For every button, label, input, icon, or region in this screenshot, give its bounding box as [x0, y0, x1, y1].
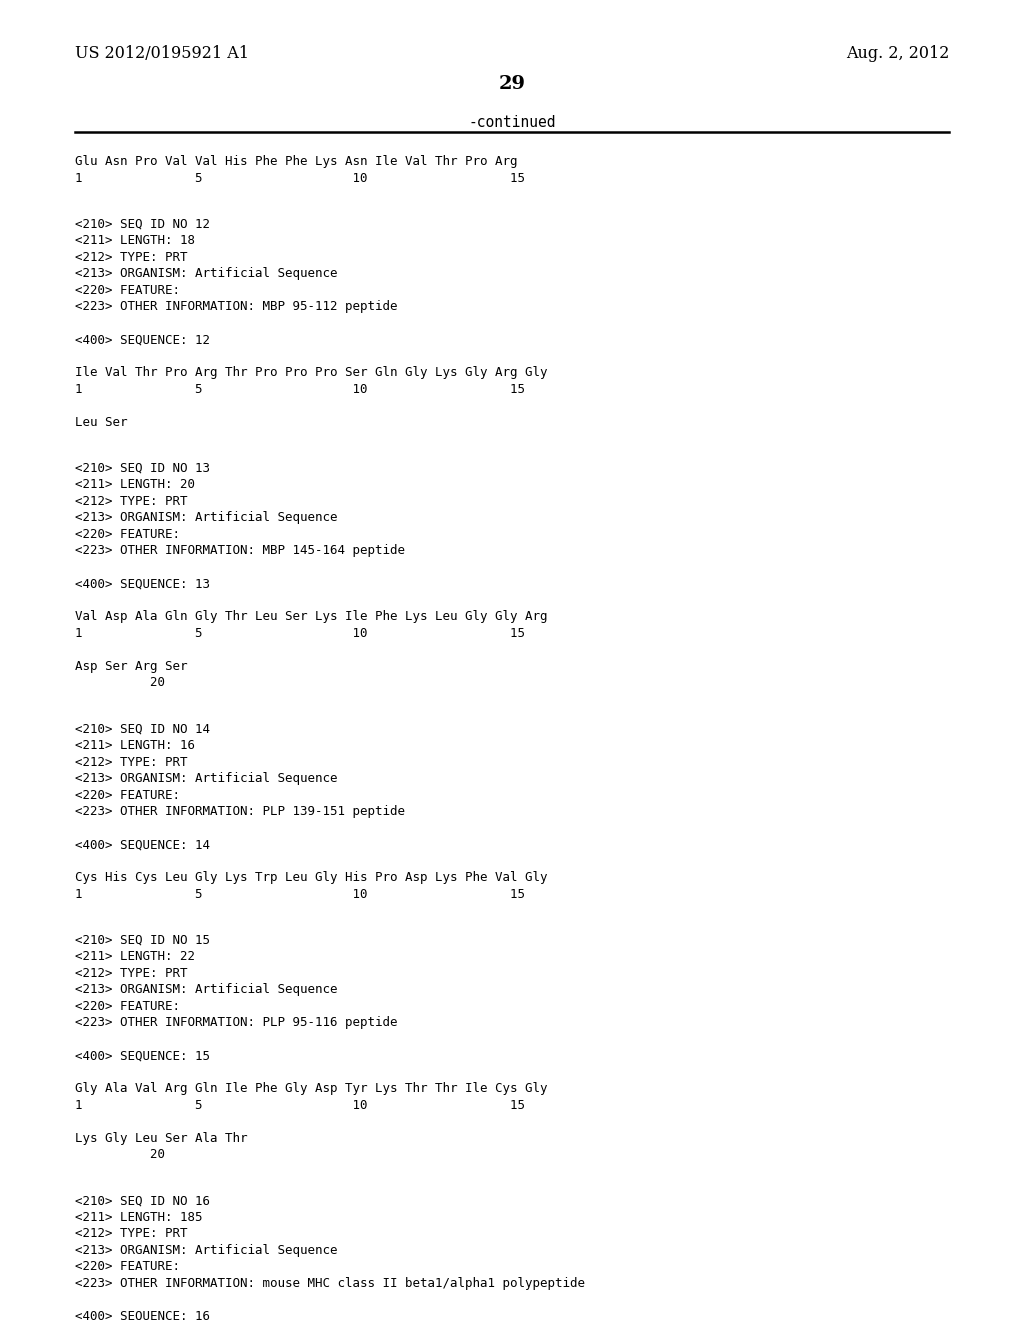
Text: <211> LENGTH: 16: <211> LENGTH: 16 — [75, 739, 195, 752]
Text: Lys Gly Leu Ser Ala Thr: Lys Gly Leu Ser Ala Thr — [75, 1131, 248, 1144]
Text: 20: 20 — [75, 676, 165, 689]
Text: <210> SEQ ID NO 14: <210> SEQ ID NO 14 — [75, 722, 210, 735]
Text: 20: 20 — [75, 1148, 165, 1162]
Text: Val Asp Ala Gln Gly Thr Leu Ser Lys Ile Phe Lys Leu Gly Gly Arg: Val Asp Ala Gln Gly Thr Leu Ser Lys Ile … — [75, 610, 548, 623]
Text: Leu Ser: Leu Ser — [75, 416, 128, 429]
Text: <211> LENGTH: 18: <211> LENGTH: 18 — [75, 234, 195, 247]
Text: <213> ORGANISM: Artificial Sequence: <213> ORGANISM: Artificial Sequence — [75, 772, 338, 785]
Text: <400> SEQUENCE: 12: <400> SEQUENCE: 12 — [75, 333, 210, 346]
Text: Asp Ser Arg Ser: Asp Ser Arg Ser — [75, 660, 187, 673]
Text: <212> TYPE: PRT: <212> TYPE: PRT — [75, 251, 187, 264]
Text: <400> SEQUENCE: 16: <400> SEQUENCE: 16 — [75, 1309, 210, 1320]
Text: 1               5                    10                   15: 1 5 10 15 — [75, 627, 525, 640]
Text: <220> FEATURE:: <220> FEATURE: — [75, 788, 180, 801]
Text: Cys His Cys Leu Gly Lys Trp Leu Gly His Pro Asp Lys Phe Val Gly: Cys His Cys Leu Gly Lys Trp Leu Gly His … — [75, 871, 548, 884]
Text: <400> SEQUENCE: 14: <400> SEQUENCE: 14 — [75, 838, 210, 851]
Text: <223> OTHER INFORMATION: MBP 145-164 peptide: <223> OTHER INFORMATION: MBP 145-164 pep… — [75, 544, 406, 557]
Text: Ile Val Thr Pro Arg Thr Pro Pro Pro Ser Gln Gly Lys Gly Arg Gly: Ile Val Thr Pro Arg Thr Pro Pro Pro Ser … — [75, 366, 548, 379]
Text: <223> OTHER INFORMATION: PLP 139-151 peptide: <223> OTHER INFORMATION: PLP 139-151 pep… — [75, 805, 406, 818]
Text: <211> LENGTH: 20: <211> LENGTH: 20 — [75, 478, 195, 491]
Text: Aug. 2, 2012: Aug. 2, 2012 — [846, 45, 949, 62]
Text: <400> SEQUENCE: 13: <400> SEQUENCE: 13 — [75, 577, 210, 590]
Text: <223> OTHER INFORMATION: MBP 95-112 peptide: <223> OTHER INFORMATION: MBP 95-112 pept… — [75, 300, 397, 313]
Text: 1               5                    10                   15: 1 5 10 15 — [75, 172, 525, 185]
Text: Gly Ala Val Arg Gln Ile Phe Gly Asp Tyr Lys Thr Thr Ile Cys Gly: Gly Ala Val Arg Gln Ile Phe Gly Asp Tyr … — [75, 1082, 548, 1096]
Text: -continued: -continued — [468, 115, 556, 129]
Text: <220> FEATURE:: <220> FEATURE: — [75, 1261, 180, 1274]
Text: <213> ORGANISM: Artificial Sequence: <213> ORGANISM: Artificial Sequence — [75, 511, 338, 524]
Text: 1               5                    10                   15: 1 5 10 15 — [75, 1098, 525, 1111]
Text: <212> TYPE: PRT: <212> TYPE: PRT — [75, 1228, 187, 1241]
Text: <220> FEATURE:: <220> FEATURE: — [75, 999, 180, 1012]
Text: <213> ORGANISM: Artificial Sequence: <213> ORGANISM: Artificial Sequence — [75, 983, 338, 997]
Text: <212> TYPE: PRT: <212> TYPE: PRT — [75, 755, 187, 768]
Text: Glu Asn Pro Val Val His Phe Phe Lys Asn Ile Val Thr Pro Arg: Glu Asn Pro Val Val His Phe Phe Lys Asn … — [75, 154, 517, 168]
Text: <210> SEQ ID NO 16: <210> SEQ ID NO 16 — [75, 1195, 210, 1208]
Text: 29: 29 — [499, 75, 525, 92]
Text: <220> FEATURE:: <220> FEATURE: — [75, 528, 180, 541]
Text: <212> TYPE: PRT: <212> TYPE: PRT — [75, 966, 187, 979]
Text: <400> SEQUENCE: 15: <400> SEQUENCE: 15 — [75, 1049, 210, 1063]
Text: <211> LENGTH: 22: <211> LENGTH: 22 — [75, 950, 195, 964]
Text: 1               5                    10                   15: 1 5 10 15 — [75, 887, 525, 900]
Text: <210> SEQ ID NO 12: <210> SEQ ID NO 12 — [75, 218, 210, 231]
Text: US 2012/0195921 A1: US 2012/0195921 A1 — [75, 45, 249, 62]
Text: <223> OTHER INFORMATION: PLP 95-116 peptide: <223> OTHER INFORMATION: PLP 95-116 pept… — [75, 1016, 397, 1030]
Text: 1               5                    10                   15: 1 5 10 15 — [75, 383, 525, 396]
Text: <213> ORGANISM: Artificial Sequence: <213> ORGANISM: Artificial Sequence — [75, 267, 338, 280]
Text: <223> OTHER INFORMATION: mouse MHC class II beta1/alpha1 polypeptide: <223> OTHER INFORMATION: mouse MHC class… — [75, 1276, 585, 1290]
Text: <211> LENGTH: 185: <211> LENGTH: 185 — [75, 1210, 203, 1224]
Text: <210> SEQ ID NO 13: <210> SEQ ID NO 13 — [75, 462, 210, 475]
Text: <212> TYPE: PRT: <212> TYPE: PRT — [75, 495, 187, 508]
Text: <210> SEQ ID NO 15: <210> SEQ ID NO 15 — [75, 933, 210, 946]
Text: <213> ORGANISM: Artificial Sequence: <213> ORGANISM: Artificial Sequence — [75, 1243, 338, 1257]
Text: <220> FEATURE:: <220> FEATURE: — [75, 284, 180, 297]
